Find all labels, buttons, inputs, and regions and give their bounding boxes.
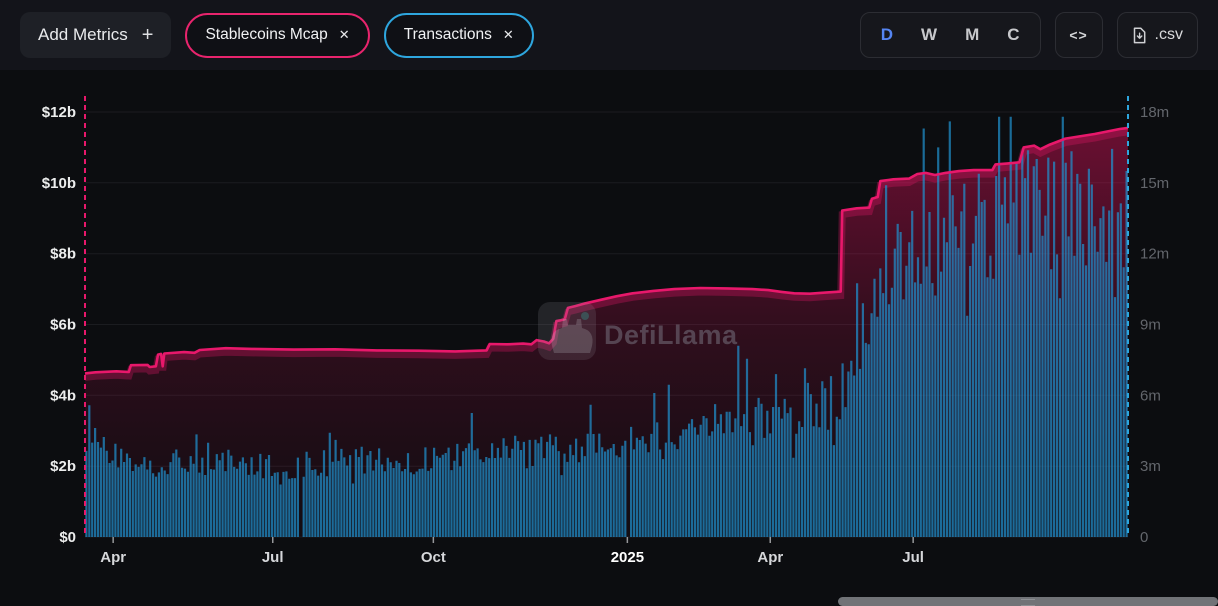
- stablecoins-mcap-area: [84, 127, 1129, 538]
- x-axis-tick-label: 2025: [611, 549, 644, 566]
- toolbar-right-group: D W M C <> .csv: [859, 12, 1198, 58]
- right-axis-tick-label: 12m: [1140, 246, 1169, 263]
- left-axis-tick-label: $4b: [50, 387, 76, 404]
- x-axis-tick-label: Apr: [757, 549, 783, 566]
- right-axis-tick-label: 6m: [1140, 387, 1161, 404]
- left-axis-tick-label: $8b: [50, 246, 76, 263]
- defillama-watermark: DefiLlama: [538, 302, 738, 360]
- left-axis-tick-label: $10b: [42, 175, 76, 192]
- toolbar-left-group: Add Metrics + Stablecoins Mcap ✕ Transac…: [20, 12, 534, 58]
- add-metrics-button[interactable]: Add Metrics +: [20, 12, 172, 58]
- chart-toolbar: Add Metrics + Stablecoins Mcap ✕ Transac…: [0, 0, 1218, 70]
- right-axis-tick-label: 0: [1140, 529, 1148, 546]
- interval-selector: D W M C: [859, 12, 1041, 58]
- right-axis-tick-label: 18m: [1140, 104, 1169, 121]
- csv-label: .csv: [1154, 26, 1183, 43]
- left-axis-tick-label: $6b: [50, 317, 76, 334]
- close-icon[interactable]: ✕: [338, 27, 350, 42]
- axis-labels: $12b $10b $8b $6b $4b $2b $0 18m 15m 12m 9m 6m 3m 0 Ap…: [42, 104, 1169, 566]
- interval-option-daily[interactable]: D: [880, 25, 894, 44]
- code-brackets-icon: <>: [1069, 27, 1088, 43]
- interval-option-weekly[interactable]: W: [921, 25, 938, 44]
- left-axis-tick-label: $0: [59, 529, 76, 546]
- right-axis-tick-label: 15m: [1140, 175, 1169, 192]
- interval-option-monthly[interactable]: M: [965, 25, 980, 44]
- stablecoins-mcap-line: [84, 126, 1129, 375]
- metric-pill-stablecoins-mcap[interactable]: Stablecoins Mcap ✕: [185, 12, 370, 58]
- plus-icon: +: [141, 24, 154, 46]
- x-axis-tick-label: Jul: [262, 549, 284, 566]
- left-axis-tick-label: $12b: [42, 104, 76, 121]
- x-axis-tick-label: Apr: [100, 549, 126, 566]
- metric-pill-label: Transactions: [403, 26, 492, 43]
- metric-pill-label: Stablecoins Mcap: [205, 26, 328, 43]
- chart-boundary-lines: [84, 96, 1129, 537]
- download-csv-button[interactable]: .csv: [1116, 12, 1198, 58]
- x-axis-tick-label: Jul: [902, 549, 924, 566]
- metric-pill-transactions[interactable]: Transactions ✕: [383, 12, 534, 58]
- close-icon[interactable]: ✕: [502, 27, 514, 42]
- x-axis-tick-label: Oct: [421, 549, 446, 566]
- add-metrics-label: Add Metrics: [38, 25, 128, 44]
- interval-option-cumulative[interactable]: C: [1007, 25, 1020, 44]
- left-axis-tick-label: $2b: [50, 458, 76, 475]
- scrollbar-grip: [1021, 599, 1035, 606]
- horizontal-scrollbar-thumb[interactable]: [838, 597, 1218, 606]
- embed-button[interactable]: <>: [1054, 12, 1103, 58]
- right-axis-tick-label: 9m: [1140, 317, 1161, 334]
- right-axis-tick-label: 3m: [1140, 458, 1161, 475]
- watermark-text: DefiLlama: [604, 320, 738, 350]
- file-download-icon: [1133, 26, 1145, 43]
